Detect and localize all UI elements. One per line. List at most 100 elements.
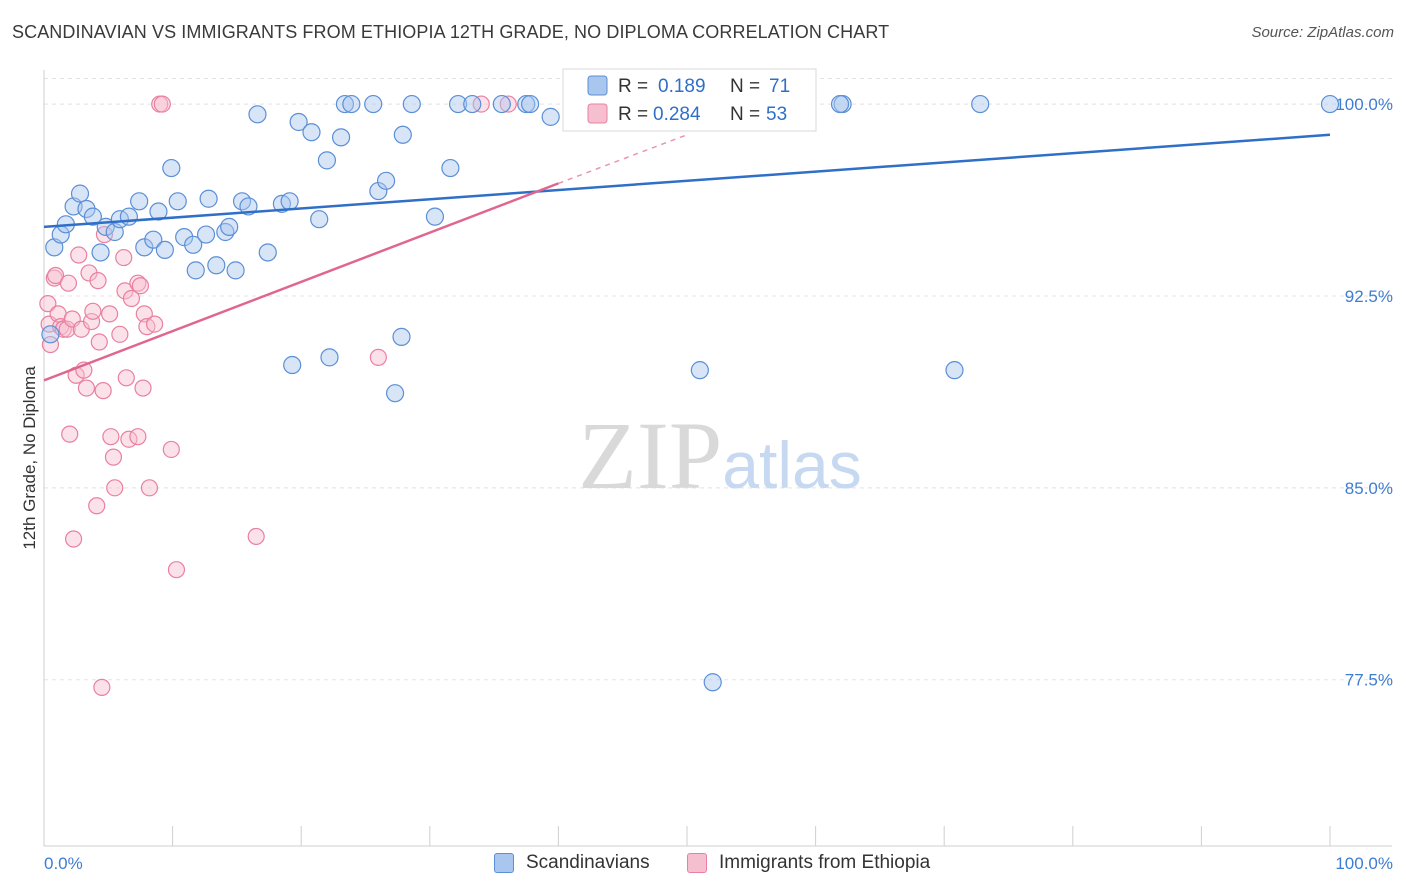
gridlines bbox=[44, 78, 1392, 681]
data-point bbox=[207, 256, 226, 275]
data-point bbox=[84, 302, 102, 320]
data-point bbox=[690, 361, 709, 380]
trend-line-ethiopia-extension bbox=[558, 134, 688, 185]
data-point bbox=[402, 94, 421, 114]
data-point bbox=[119, 207, 138, 226]
data-point bbox=[1320, 94, 1340, 114]
data-point bbox=[703, 673, 722, 692]
data-point bbox=[145, 315, 164, 333]
data-point bbox=[93, 678, 111, 696]
data-point bbox=[184, 235, 203, 254]
stats-r-value-2: 0.284 bbox=[653, 104, 701, 125]
data-point bbox=[196, 225, 216, 244]
stats-n-value-1: 71 bbox=[769, 76, 790, 97]
data-point bbox=[239, 197, 258, 216]
data-point bbox=[425, 207, 445, 226]
data-point bbox=[130, 192, 149, 211]
stats-legend-box: R = 0.189 N = 71 R = 0.284 N = 53 bbox=[562, 68, 817, 132]
legend-item-scandinavians[interactable]: Scandinavians bbox=[494, 852, 650, 874]
data-point bbox=[393, 125, 412, 144]
data-point bbox=[441, 158, 460, 178]
data-point bbox=[499, 95, 517, 113]
data-point bbox=[100, 305, 119, 323]
data-point bbox=[91, 243, 110, 262]
data-point bbox=[61, 425, 79, 443]
trend-line-ethiopia bbox=[43, 182, 559, 382]
data-point bbox=[144, 230, 163, 249]
watermark: ZIPatlas bbox=[578, 402, 861, 509]
legend-item-ethiopia[interactable]: Immigrants from Ethiopia bbox=[687, 852, 930, 874]
source-credit: Source: ZipAtlas.com bbox=[1251, 24, 1394, 41]
stats-n-label-1: N = bbox=[730, 76, 760, 97]
data-point bbox=[102, 428, 120, 446]
data-point bbox=[168, 192, 187, 211]
watermark-zip: ZIP bbox=[578, 402, 722, 509]
data-point bbox=[88, 497, 106, 515]
data-point bbox=[448, 94, 468, 114]
data-point bbox=[186, 261, 205, 280]
series-legend: Scandinavians Immigrants from Ethiopia bbox=[0, 852, 1406, 878]
data-point bbox=[140, 479, 159, 497]
data-point bbox=[129, 274, 147, 292]
data-point bbox=[310, 210, 329, 229]
tick-labels: 100.0% 92.5% 85.0% 77.5% 0.0% 100.0% bbox=[44, 95, 1393, 873]
data-point bbox=[463, 94, 482, 114]
data-point bbox=[115, 248, 133, 267]
data-point bbox=[162, 158, 181, 178]
data-point bbox=[971, 94, 990, 114]
y-tick-label: 77.5% bbox=[1345, 671, 1393, 690]
data-point bbox=[830, 94, 850, 114]
data-point bbox=[70, 246, 88, 264]
legend-label-ethiopia: Immigrants from Ethiopia bbox=[719, 852, 931, 873]
data-point bbox=[376, 171, 396, 190]
data-point bbox=[320, 348, 339, 367]
data-point bbox=[106, 479, 124, 497]
data-point bbox=[521, 94, 540, 114]
chart-title: SCANDINAVIAN VS IMMIGRANTS FROM ETHIOPIA… bbox=[12, 22, 890, 42]
series-ethiopia-points bbox=[39, 95, 517, 696]
legend-label-scandinavians: Scandinavians bbox=[526, 852, 650, 873]
data-point bbox=[122, 289, 141, 308]
data-point bbox=[135, 305, 153, 323]
stats-swatch-blue bbox=[587, 75, 608, 96]
data-point bbox=[155, 240, 174, 260]
data-point bbox=[283, 355, 302, 375]
data-point bbox=[317, 151, 337, 170]
data-point bbox=[199, 189, 218, 208]
data-point bbox=[131, 277, 150, 295]
data-point bbox=[46, 266, 65, 285]
watermark-atlas: atlas bbox=[722, 428, 861, 502]
data-point bbox=[77, 379, 96, 397]
x-tick-label: 100.0% bbox=[1335, 854, 1393, 873]
stats-n-value-2: 53 bbox=[766, 104, 787, 125]
data-point bbox=[162, 440, 180, 459]
data-point bbox=[517, 94, 536, 114]
series-scandinavians-points bbox=[41, 94, 1340, 692]
legend-swatch-blue bbox=[494, 853, 514, 873]
data-point bbox=[104, 448, 123, 466]
data-point bbox=[364, 94, 383, 114]
data-point bbox=[392, 327, 411, 346]
data-point bbox=[89, 272, 107, 290]
data-point bbox=[945, 361, 964, 380]
data-point bbox=[258, 243, 277, 262]
data-point bbox=[280, 192, 299, 211]
stats-n-label-2: N = bbox=[730, 104, 760, 125]
data-point bbox=[289, 112, 308, 132]
stats-r-value-1: 0.189 bbox=[658, 76, 706, 97]
data-point bbox=[111, 325, 129, 343]
data-point bbox=[541, 107, 560, 126]
data-point bbox=[70, 184, 90, 203]
data-point bbox=[59, 274, 78, 292]
data-point bbox=[41, 335, 60, 354]
x-tick-label: 0.0% bbox=[44, 854, 83, 873]
data-point bbox=[226, 261, 245, 280]
data-point bbox=[247, 527, 265, 546]
stats-swatch-pink bbox=[587, 103, 608, 124]
data-point bbox=[94, 382, 112, 400]
data-point bbox=[385, 384, 405, 403]
trend-line-scandinavians bbox=[43, 133, 1331, 229]
y-axis-title: 12th Grade, No Diploma bbox=[20, 366, 39, 550]
data-point bbox=[58, 320, 76, 338]
